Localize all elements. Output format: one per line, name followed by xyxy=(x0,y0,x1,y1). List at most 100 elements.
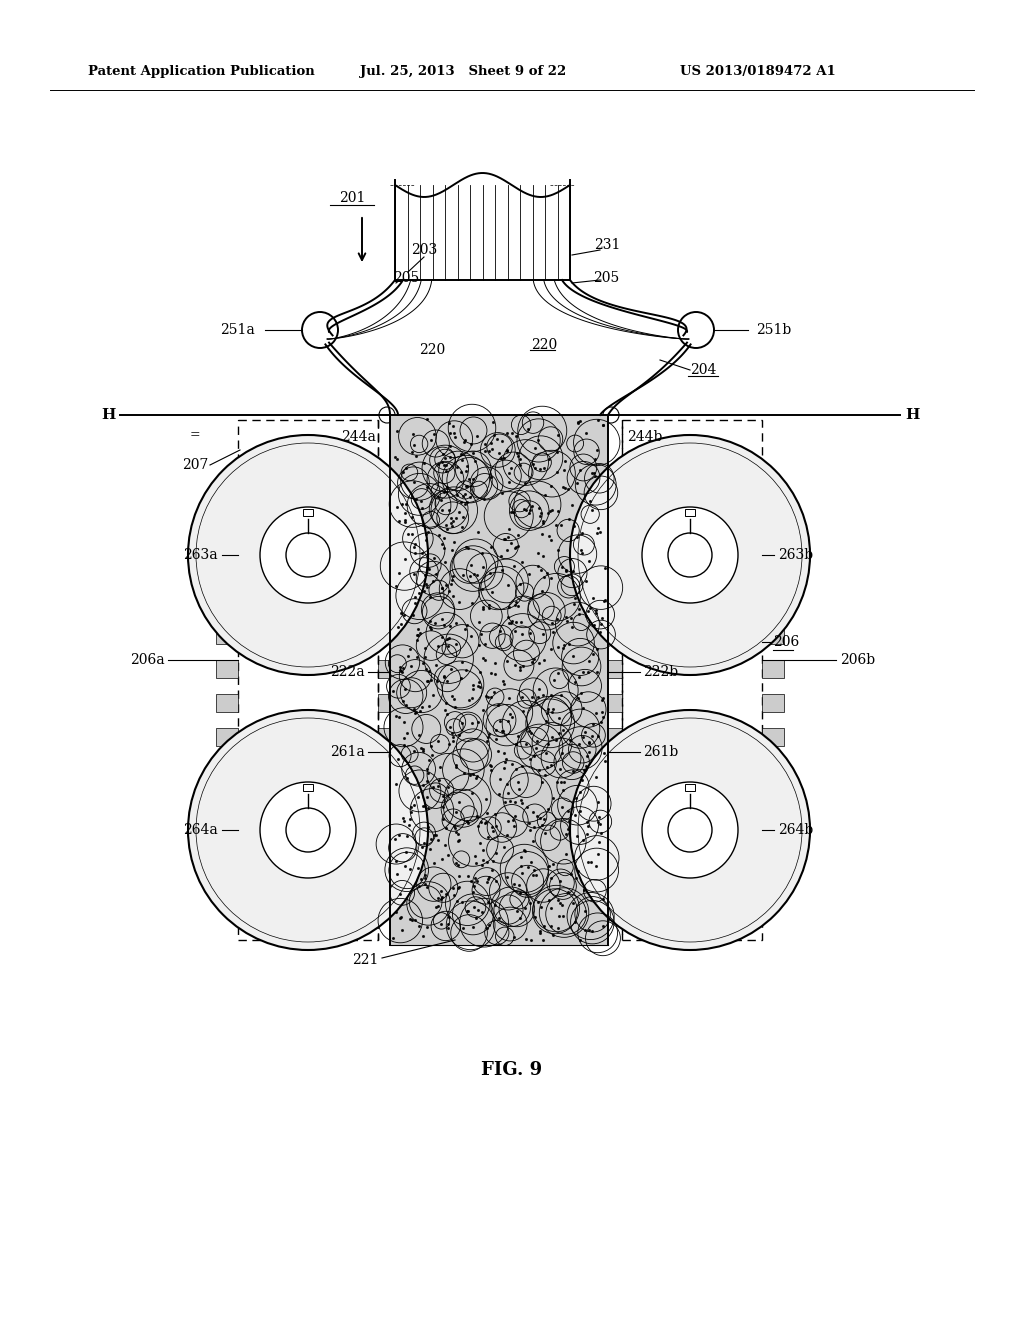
Point xyxy=(494,560,510,581)
Point xyxy=(459,475,475,496)
Point xyxy=(537,808,553,829)
Point xyxy=(397,841,414,862)
Point xyxy=(595,888,611,909)
Point xyxy=(403,507,420,528)
Point xyxy=(420,521,436,543)
Text: 261b: 261b xyxy=(643,744,678,759)
Point xyxy=(408,593,424,614)
Point xyxy=(571,929,588,950)
Point xyxy=(470,711,486,733)
Point xyxy=(474,902,490,923)
Point xyxy=(538,711,554,733)
Point xyxy=(593,711,609,733)
Point xyxy=(562,549,579,570)
Point xyxy=(451,866,467,887)
Point xyxy=(499,540,515,561)
Circle shape xyxy=(260,507,356,603)
Point xyxy=(401,808,418,829)
Point xyxy=(568,473,585,494)
Point xyxy=(480,726,497,747)
Point xyxy=(417,647,433,668)
Point xyxy=(423,735,439,756)
Point xyxy=(433,451,450,473)
Point xyxy=(398,722,415,743)
Point xyxy=(396,605,413,626)
Point xyxy=(512,574,528,595)
Point xyxy=(559,882,575,903)
Point xyxy=(499,825,515,846)
Point xyxy=(531,923,548,944)
Point xyxy=(519,418,536,440)
Point xyxy=(433,880,450,902)
Point xyxy=(565,515,582,536)
Point xyxy=(571,459,588,480)
Point xyxy=(579,570,595,591)
Point xyxy=(413,491,429,512)
Point xyxy=(554,743,570,764)
Point xyxy=(503,612,519,634)
Point xyxy=(513,846,529,867)
Text: 231: 231 xyxy=(594,238,621,252)
Point xyxy=(441,446,458,467)
Point xyxy=(474,578,490,599)
Point xyxy=(512,656,528,677)
Point xyxy=(557,824,573,845)
Point xyxy=(520,857,537,878)
Point xyxy=(392,883,409,904)
Point xyxy=(595,688,611,709)
Point xyxy=(562,730,579,751)
Point xyxy=(512,449,528,470)
Point xyxy=(397,458,414,479)
Point xyxy=(406,471,422,492)
Point xyxy=(389,449,406,470)
Point xyxy=(480,869,497,890)
Point xyxy=(589,661,605,682)
Point xyxy=(433,913,450,935)
Point xyxy=(574,697,591,718)
Point xyxy=(485,850,502,871)
Point xyxy=(567,911,584,932)
Point xyxy=(436,667,453,688)
Point xyxy=(476,433,493,454)
Point xyxy=(558,560,574,581)
Point xyxy=(426,424,442,445)
Point xyxy=(492,908,508,929)
Point xyxy=(482,562,499,583)
Point xyxy=(434,533,451,554)
Point xyxy=(445,565,462,586)
Point xyxy=(423,669,439,690)
Point xyxy=(549,462,565,483)
Point xyxy=(439,671,456,692)
Point xyxy=(554,557,570,578)
Text: Patent Application Publication: Patent Application Publication xyxy=(88,66,314,78)
Point xyxy=(409,630,425,651)
Point xyxy=(415,652,431,673)
Point xyxy=(407,702,423,723)
Point xyxy=(489,741,506,762)
Point xyxy=(507,537,523,558)
Point xyxy=(538,764,554,785)
Point xyxy=(541,890,557,911)
Circle shape xyxy=(188,710,428,950)
Point xyxy=(488,870,505,891)
Point xyxy=(419,916,435,937)
Point xyxy=(544,612,560,634)
Point xyxy=(586,615,602,636)
Bar xyxy=(216,626,238,644)
Text: 251a: 251a xyxy=(220,323,255,337)
Point xyxy=(410,618,426,639)
Point xyxy=(477,812,494,833)
Point xyxy=(536,624,552,645)
Point xyxy=(416,453,432,474)
Bar xyxy=(303,510,313,516)
Point xyxy=(591,807,607,828)
Point xyxy=(486,664,503,685)
Point xyxy=(406,741,422,762)
Point xyxy=(481,598,498,619)
Point xyxy=(459,491,475,512)
Point xyxy=(496,743,512,764)
Point xyxy=(579,422,595,444)
Circle shape xyxy=(570,710,810,950)
Point xyxy=(430,887,446,908)
Point xyxy=(460,537,476,558)
